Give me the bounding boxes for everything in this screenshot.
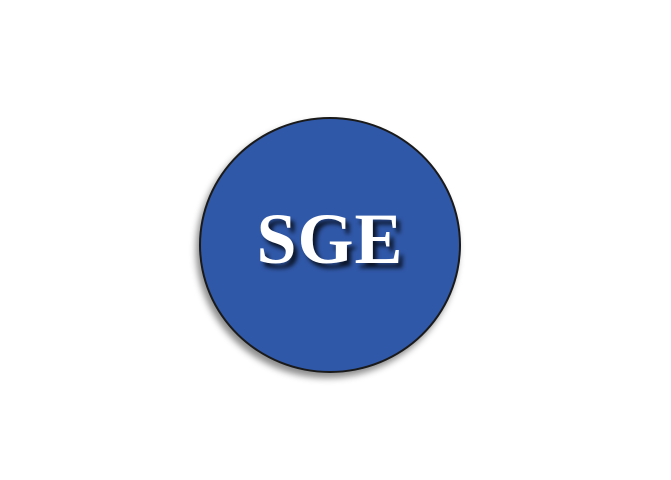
sge-logo-badge: SGE xyxy=(199,117,461,373)
logo-text: SGE xyxy=(256,199,404,279)
